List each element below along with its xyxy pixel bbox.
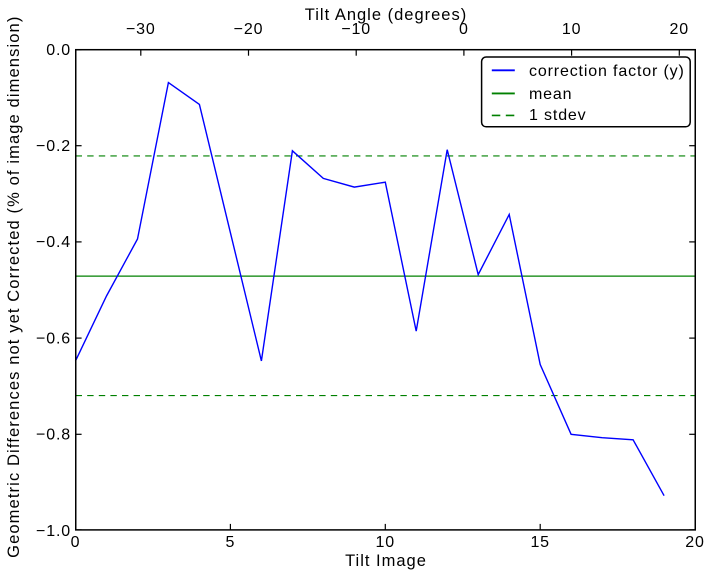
- svg-text:0: 0: [459, 21, 469, 38]
- svg-text:correction factor (y): correction factor (y): [529, 63, 685, 80]
- svg-text:−0.6: −0.6: [36, 330, 71, 347]
- svg-text:mean: mean: [529, 86, 572, 103]
- svg-text:20: 20: [670, 21, 690, 38]
- svg-text:10: 10: [376, 534, 396, 551]
- svg-text:Geometric Differences not yet: Geometric Differences not yet Corrected …: [5, 16, 23, 558]
- svg-text:−10: −10: [341, 21, 371, 38]
- svg-text:−0.4: −0.4: [36, 234, 71, 251]
- svg-text:−0.2: −0.2: [36, 138, 71, 155]
- svg-text:0: 0: [71, 534, 81, 551]
- svg-text:−20: −20: [234, 21, 264, 38]
- svg-text:20: 20: [685, 534, 705, 551]
- svg-text:Tilt Angle (degrees): Tilt Angle (degrees): [305, 6, 467, 24]
- svg-text:5: 5: [226, 534, 236, 551]
- svg-text:−0.8: −0.8: [36, 427, 71, 444]
- svg-text:1 stdev: 1 stdev: [529, 107, 587, 124]
- svg-text:10: 10: [562, 21, 582, 38]
- svg-text:−1.0: −1.0: [36, 523, 71, 540]
- svg-text:0.0: 0.0: [46, 42, 71, 59]
- svg-text:−30: −30: [126, 21, 156, 38]
- svg-text:15: 15: [530, 534, 550, 551]
- svg-text:Tilt Image: Tilt Image: [345, 552, 427, 570]
